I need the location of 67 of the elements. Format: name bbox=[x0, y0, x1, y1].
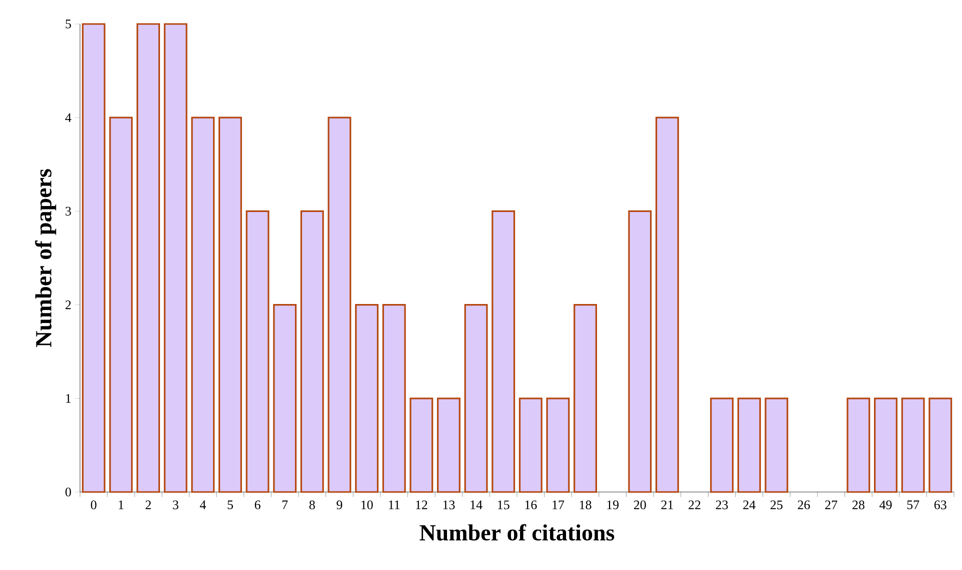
y-tick-label: 2 bbox=[66, 300, 71, 310]
x-tick-label: 20 bbox=[634, 500, 646, 510]
x-tick-label: 8 bbox=[309, 500, 315, 510]
bar bbox=[492, 210, 516, 493]
bar bbox=[764, 398, 788, 493]
bar bbox=[518, 398, 542, 493]
x-tick-label: 13 bbox=[443, 500, 455, 510]
bar bbox=[546, 398, 570, 493]
x-tick-label: 26 bbox=[798, 500, 810, 510]
bar bbox=[656, 116, 679, 493]
bar bbox=[574, 304, 598, 493]
x-tick-label: 23 bbox=[716, 500, 728, 510]
x-tick-label: 0 bbox=[90, 500, 96, 510]
bar bbox=[410, 398, 434, 493]
x-tick-label: 27 bbox=[825, 500, 838, 510]
bar bbox=[737, 398, 761, 493]
bar bbox=[191, 116, 215, 493]
x-tick-label: 9 bbox=[336, 500, 342, 510]
y-tick-label: 5 bbox=[66, 20, 71, 28]
y-tick-label: 1 bbox=[66, 394, 71, 403]
bar bbox=[300, 210, 324, 493]
bar bbox=[901, 398, 925, 493]
x-tick-label: 1 bbox=[118, 500, 124, 510]
x-tick-label: 3 bbox=[172, 500, 178, 510]
x-tick-label: 57 bbox=[907, 500, 920, 510]
bar bbox=[355, 304, 379, 493]
bar bbox=[246, 210, 270, 493]
x-tick-label: 2 bbox=[146, 500, 151, 510]
x-tick-label: 14 bbox=[470, 500, 482, 510]
x-tick-label: 11 bbox=[388, 500, 400, 510]
x-tick-label: 12 bbox=[416, 500, 428, 510]
y-tick-label: 3 bbox=[66, 206, 71, 216]
bar bbox=[846, 398, 870, 493]
x-tick-label: 19 bbox=[607, 500, 619, 510]
x-tick-label: 4 bbox=[200, 500, 206, 510]
x-tick-label: 6 bbox=[254, 500, 260, 510]
bar bbox=[109, 116, 133, 493]
bar bbox=[628, 210, 652, 493]
bar bbox=[218, 116, 242, 493]
x-tick-label: 10 bbox=[361, 500, 373, 510]
x-tick-label: 25 bbox=[770, 500, 782, 510]
bar bbox=[874, 398, 898, 493]
bar bbox=[382, 304, 406, 493]
x-tick-label: 17 bbox=[552, 500, 564, 510]
bar bbox=[464, 304, 488, 493]
x-tick-label: 21 bbox=[661, 500, 673, 510]
bar bbox=[436, 398, 460, 493]
x-tick-label: 49 bbox=[879, 500, 892, 510]
x-tick-label: 22 bbox=[688, 500, 700, 510]
x-axis-title: Number of citations bbox=[420, 524, 614, 541]
bar bbox=[136, 23, 160, 493]
x-tick-label: 18 bbox=[580, 500, 592, 510]
bar bbox=[328, 116, 352, 493]
x-tick-label: 16 bbox=[525, 500, 537, 510]
bar bbox=[273, 304, 297, 493]
x-tick-label: 15 bbox=[498, 500, 510, 510]
bar bbox=[928, 398, 952, 493]
y-tick-label: 0 bbox=[65, 488, 71, 496]
y-tick-label: 4 bbox=[65, 113, 72, 122]
x-tick-label: 24 bbox=[743, 500, 756, 510]
x-tick-label: 63 bbox=[934, 500, 946, 510]
x-tick-label: 5 bbox=[228, 500, 233, 510]
y-axis-title: Number of papers bbox=[35, 169, 56, 348]
x-tick-label: 28 bbox=[852, 500, 864, 510]
x-tick-label: 7 bbox=[282, 500, 288, 510]
bar bbox=[710, 398, 734, 493]
bar bbox=[164, 23, 188, 493]
